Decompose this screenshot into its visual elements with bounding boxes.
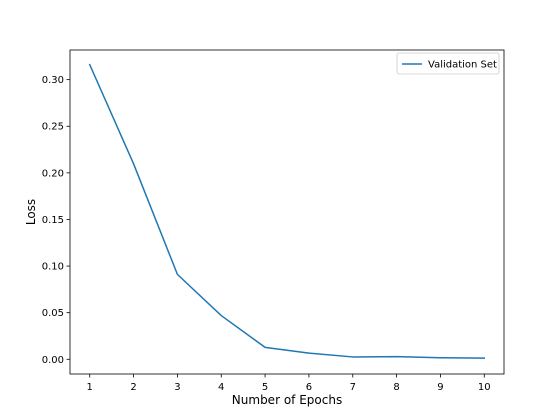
legend-label: Validation Set [428, 60, 497, 71]
y-tick-label: 0.10 [42, 262, 64, 273]
y-axis-label: Loss [24, 199, 38, 225]
x-tick-label: 4 [218, 382, 224, 393]
x-tick-label: 3 [174, 382, 180, 393]
y-axis-ticks: 0.00 0.05 0.10 0.15 0.20 0.25 0.30 [42, 75, 70, 366]
x-tick-label: 7 [350, 382, 356, 393]
y-tick-label: 0.20 [42, 168, 64, 179]
legend: Validation Set [396, 52, 500, 75]
x-tick-label: 5 [262, 382, 268, 393]
plot-frame [69, 49, 505, 375]
x-tick-label: 10 [478, 382, 491, 393]
legend-box [396, 52, 500, 75]
x-tick-label: 1 [87, 382, 93, 393]
x-axis-ticks: 1 2 3 4 5 6 7 8 9 10 [87, 374, 491, 393]
series-line-0 [88, 63, 486, 359]
x-tick-label: 9 [437, 382, 443, 393]
y-tick-label: 0.30 [42, 75, 64, 86]
data-layer [88, 63, 486, 359]
x-tick-label: 8 [393, 382, 399, 393]
y-tick-label: 0.00 [42, 355, 64, 366]
x-tick-label: 2 [130, 382, 136, 393]
y-tick-label: 0.25 [42, 122, 64, 133]
plot-background [70, 50, 504, 374]
x-tick-label: 6 [306, 382, 312, 393]
y-tick-label: 0.15 [42, 215, 64, 226]
x-axis-label: Number of Epochs [232, 393, 342, 407]
y-tick-label: 0.05 [42, 308, 64, 319]
